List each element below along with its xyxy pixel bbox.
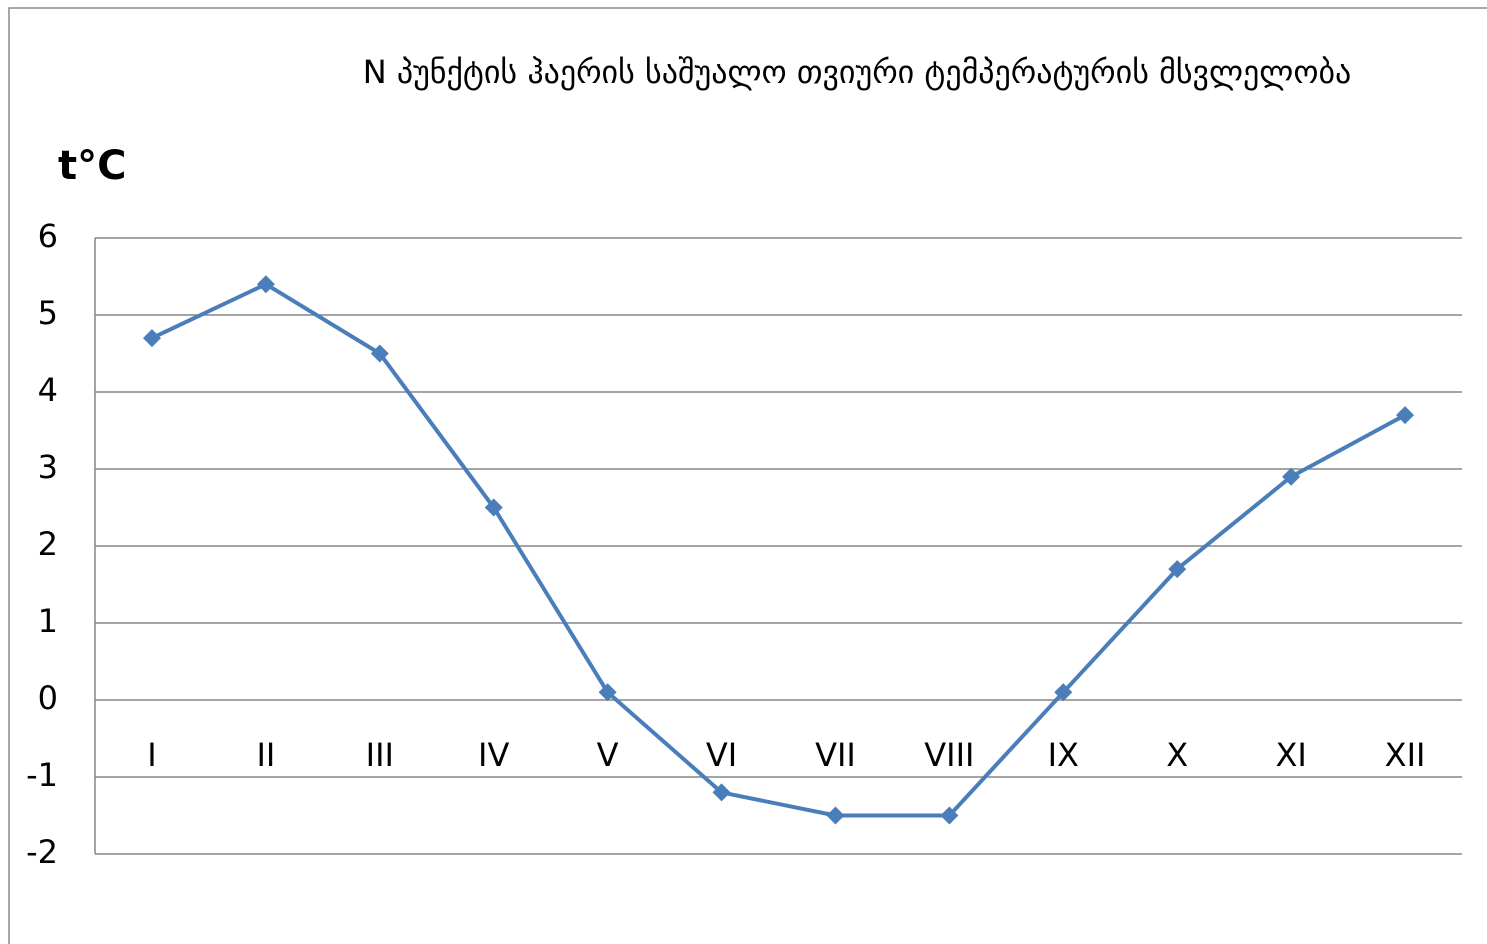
x-tick-label: VIII <box>924 736 974 774</box>
y-tick-label: 2 <box>38 525 58 563</box>
x-tick-label: XII <box>1385 736 1426 774</box>
chart-frame <box>8 7 1487 944</box>
y-tick-label: 6 <box>38 217 58 255</box>
y-tick-label: 3 <box>38 448 58 486</box>
y-tick-label: 1 <box>38 602 58 640</box>
y-tick-label: 4 <box>38 371 58 409</box>
data-point <box>712 783 731 802</box>
y-tick-label: 5 <box>38 294 58 332</box>
data-point <box>1282 467 1301 486</box>
y-tick-label: -1 <box>26 756 58 794</box>
x-tick-label: II <box>256 736 275 774</box>
x-tick-label: V <box>597 736 619 774</box>
y-tick-label: -2 <box>26 833 58 871</box>
data-point <box>1054 683 1073 702</box>
data-point <box>940 806 959 825</box>
data-point <box>1396 406 1415 425</box>
y-tick-label: 0 <box>38 679 58 717</box>
data-point <box>598 683 617 702</box>
chart-title: N პუნქტის ჰაერის საშუალო თვიური ტემპერატ… <box>362 53 1352 91</box>
x-tick-label: VII <box>815 736 856 774</box>
x-tick-label: VI <box>706 736 737 774</box>
data-point <box>142 329 161 348</box>
x-tick-label: IX <box>1048 736 1079 774</box>
data-point <box>370 344 389 363</box>
y-axis-label: t°C <box>58 143 126 189</box>
data-point <box>826 806 845 825</box>
x-tick-label: X <box>1166 736 1188 774</box>
x-tick-label: III <box>366 736 394 774</box>
data-point <box>1168 560 1187 579</box>
data-point <box>256 275 275 294</box>
x-tick-label: IV <box>478 736 509 774</box>
x-tick-label: XI <box>1275 736 1306 774</box>
series-line <box>151 282 1406 818</box>
data-point <box>484 498 503 517</box>
x-tick-label: I <box>147 736 156 774</box>
